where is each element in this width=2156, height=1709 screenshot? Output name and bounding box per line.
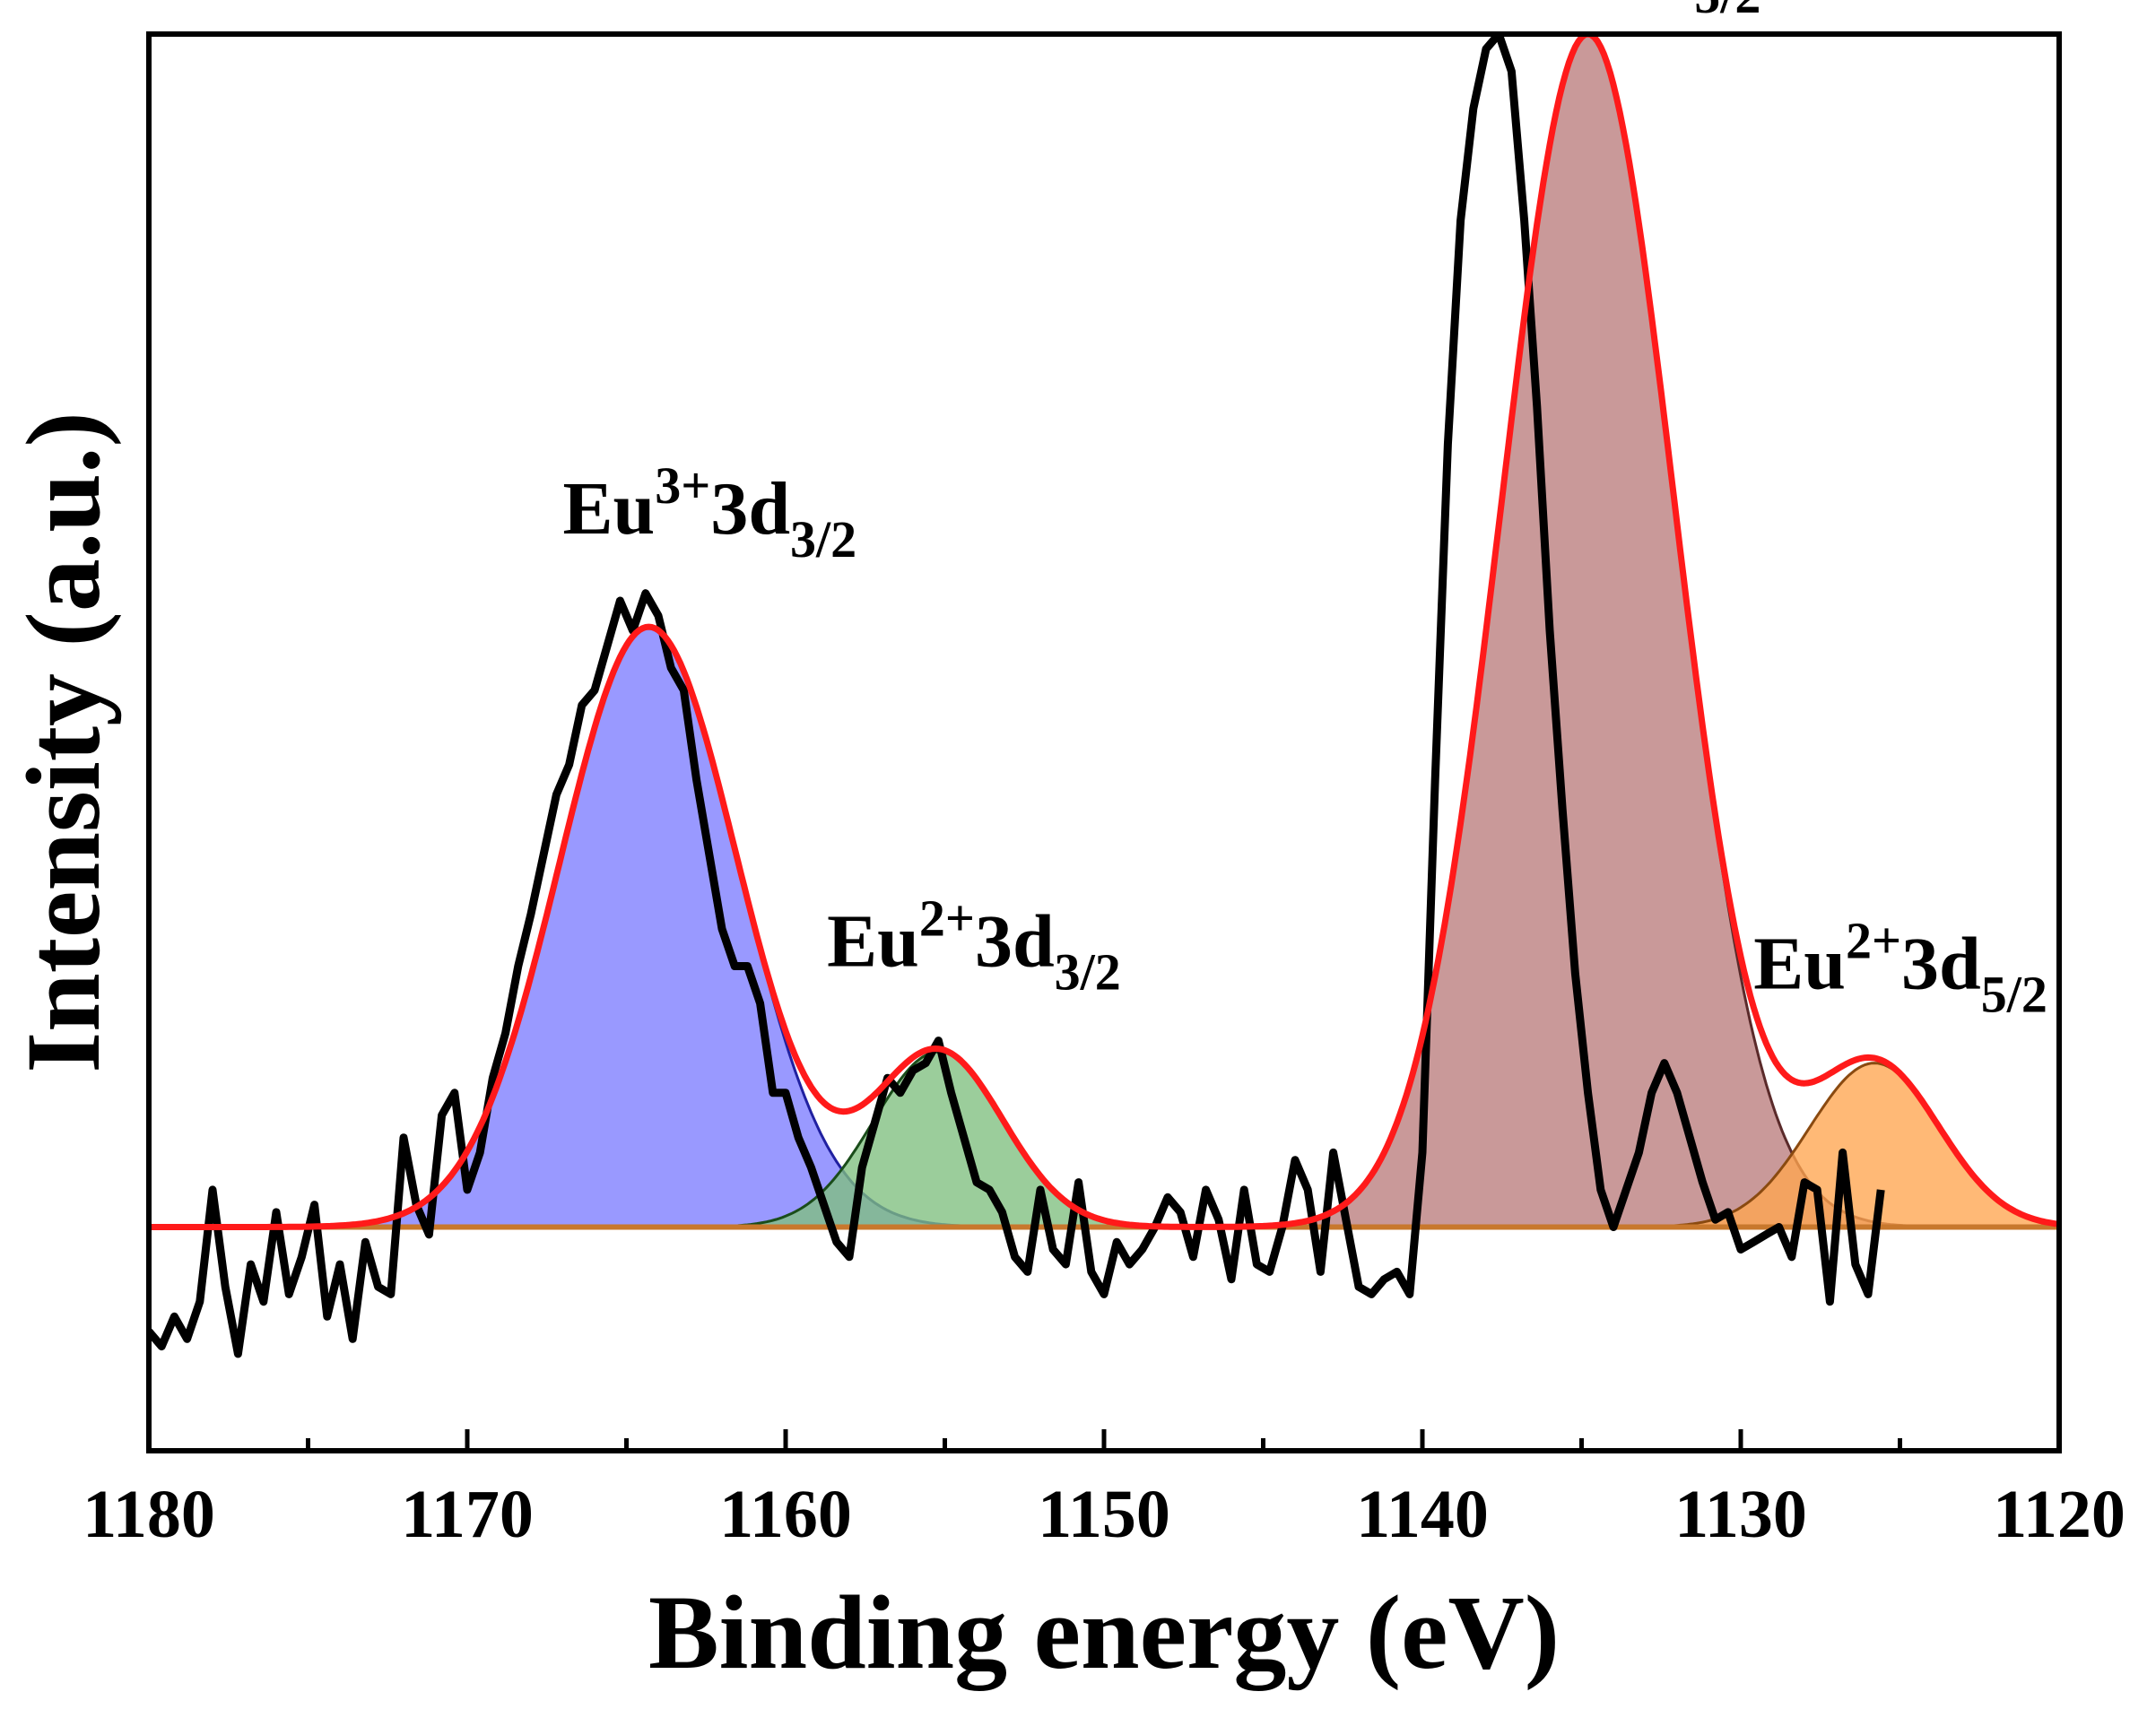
x-tick-label-1130: 1130: [1674, 1477, 1807, 1552]
peak-labels: Eu3+3d3/2 Eu2+3d3/2 Eu3+3d5/2 Eu2+3d5/2: [563, 0, 2047, 1023]
x-axis-tick-labels: 1180 1170 1160 1150 1140 1130 1120: [83, 1477, 2126, 1552]
x-axis-ticks: [146, 1429, 2062, 1451]
x-tick-label-1150: 1150: [1038, 1477, 1170, 1552]
x-axis-title: Binding energy (eV): [648, 1574, 1560, 1691]
peak-label-eu2-3d32: Eu2+3d3/2: [827, 889, 1121, 1001]
peak-label-eu3-3d32: Eu3+3d3/2: [563, 456, 857, 568]
x-tick-label-1160: 1160: [719, 1477, 852, 1552]
y-axis-title: Intensity (a.u.): [4, 412, 122, 1073]
x-tick-label-1170: 1170: [401, 1477, 534, 1552]
fit-envelope-line: [149, 34, 2059, 1230]
peak-label-eu2-3d52: Eu2+3d5/2: [1753, 911, 2047, 1023]
component-peak-2: [149, 34, 2059, 1228]
x-tick-label-1180: 1180: [83, 1477, 215, 1552]
plot-frame: [146, 31, 2062, 1453]
peak-label-eu3-3d52: Eu3+3d5/2: [1467, 0, 1761, 24]
raw-spectrum-line: [149, 34, 1885, 1358]
x-tick-label-1120: 1120: [1993, 1477, 2126, 1552]
fitted-components: [149, 34, 2059, 1228]
x-tick-label-1140: 1140: [1356, 1477, 1489, 1552]
